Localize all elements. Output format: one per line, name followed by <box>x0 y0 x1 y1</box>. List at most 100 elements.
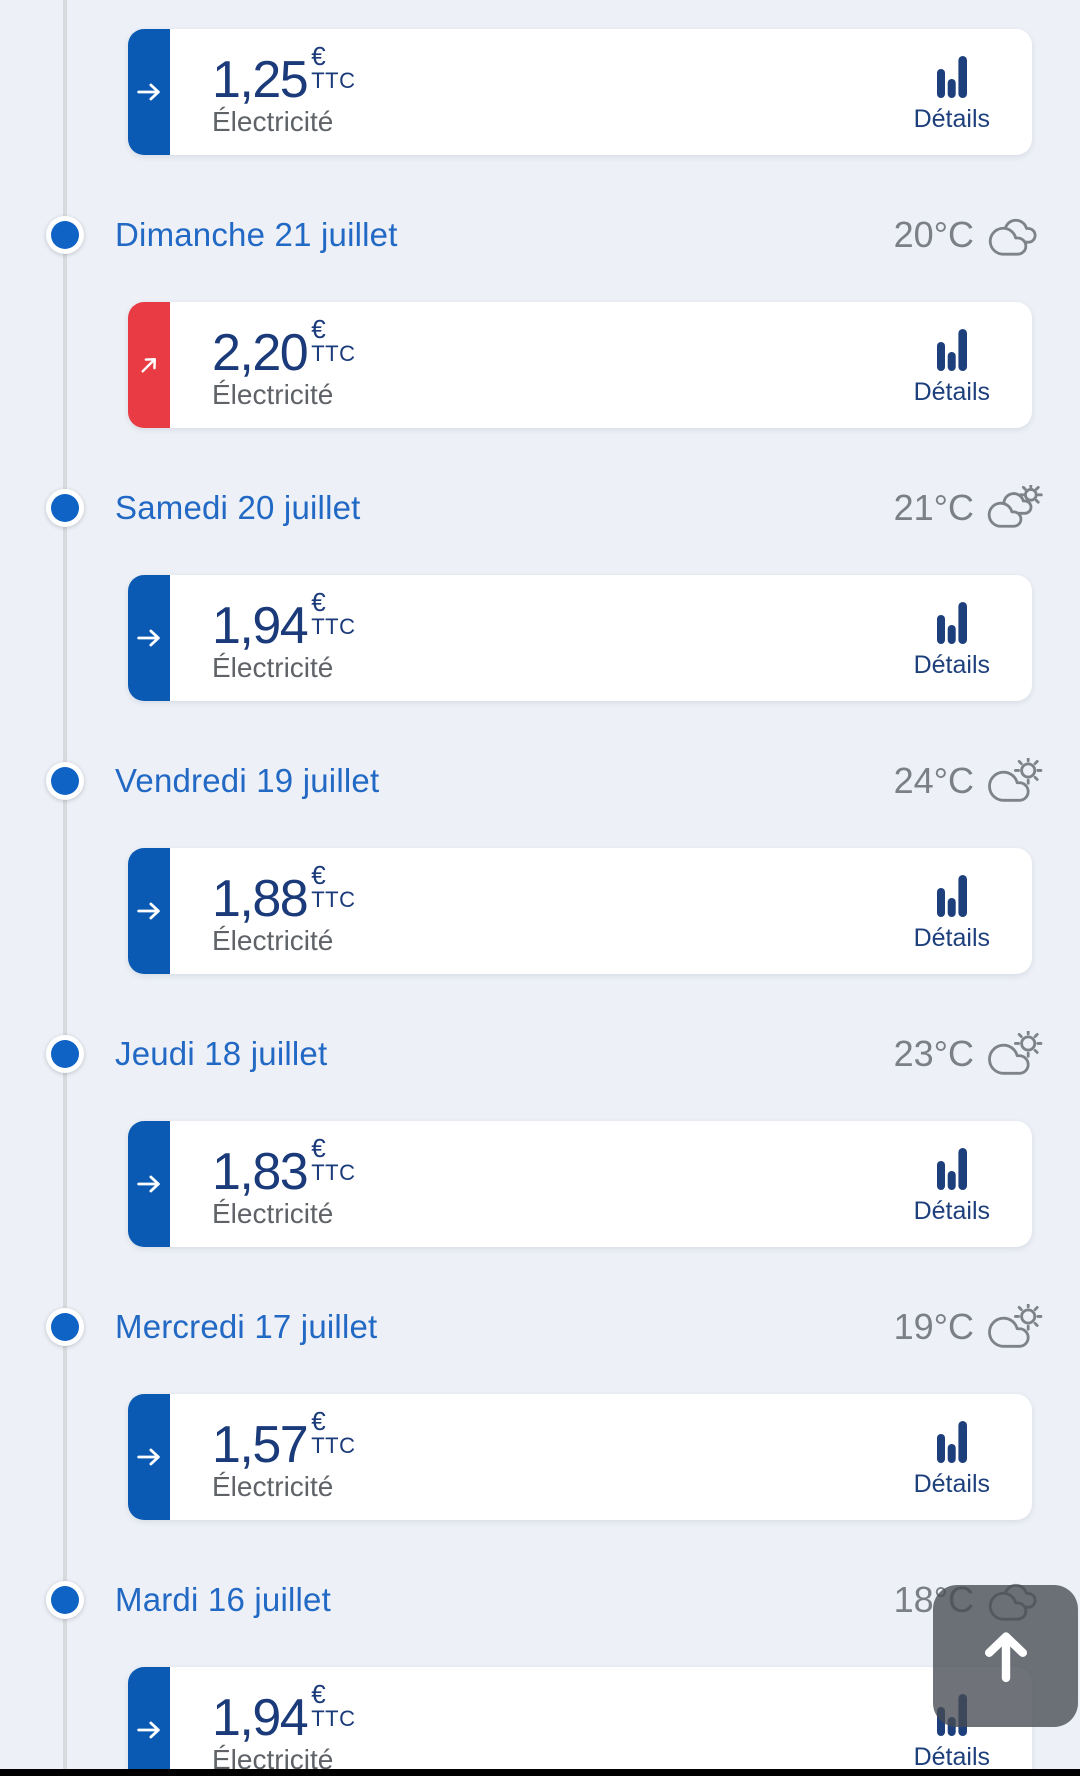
details-button[interactable]: Détails <box>914 875 990 953</box>
consumption-card[interactable]: 1,94 € TTC Électricité Détails <box>128 575 1032 701</box>
bar-chart-icon <box>937 875 967 917</box>
temperature-label: 24°C <box>893 760 974 801</box>
currency-label: € <box>311 587 326 617</box>
arrow-right-icon <box>134 1442 164 1472</box>
sun-behind-cloud-icon <box>986 1304 1044 1350</box>
details-button[interactable]: Détails <box>914 1421 990 1499</box>
arrow-right-icon <box>134 77 164 107</box>
energy-type-label: Électricité <box>212 1471 334 1502</box>
consumption-card[interactable]: 1,88 € TTC Électricité Détails <box>128 848 1032 974</box>
day-title: Mercredi 17 juillet <box>115 1308 378 1345</box>
day-group: Mercredi 17 juillet 19°C 1,57 € <box>0 1303 1080 1520</box>
scroll-to-top-button[interactable] <box>933 1585 1078 1727</box>
price-group: 2,20 € TTC Électricité <box>212 316 356 410</box>
details-button[interactable]: Détails <box>914 1694 990 1772</box>
price-value: 2,20 <box>212 324 309 382</box>
day-group: Dimanche 21 juillet 20°C 2,20 € <box>0 211 1080 428</box>
consumption-card[interactable]: 1,25 € TTC Électricité Détails <box>128 29 1032 155</box>
bottom-system-bar <box>0 1769 1080 1776</box>
energy-type-label: Électricité <box>212 1198 334 1229</box>
weather-summary: 19°C <box>894 1304 1044 1350</box>
details-button[interactable]: Détails <box>914 602 990 680</box>
weather-summary: 21°C <box>894 485 1044 531</box>
trend-steady-icon <box>128 848 170 974</box>
bar-chart-icon <box>937 329 967 371</box>
tax-label: TTC <box>311 1160 356 1185</box>
card-body: 1,94 € TTC Électricité Détails <box>170 575 1032 701</box>
day-title: Samedi 20 juillet <box>115 489 361 526</box>
timeline-dot <box>46 1581 84 1619</box>
day-title: Dimanche 21 juillet <box>115 216 398 253</box>
trend-steady-icon <box>128 1121 170 1247</box>
day-group: Vendredi 19 juillet 24°C 1,88 € <box>0 757 1080 974</box>
trend-up-icon <box>128 302 170 428</box>
weather-summary: 23°C <box>894 1031 1044 1077</box>
tax-label: TTC <box>311 614 356 639</box>
weather-summary: 20°C <box>894 212 1044 258</box>
bar-chart-icon <box>937 1421 967 1463</box>
day-header: Vendredi 19 juillet 24°C <box>46 757 1044 805</box>
arrow-up-icon <box>975 1625 1037 1687</box>
tax-label: TTC <box>311 1433 356 1458</box>
timeline-dot <box>46 762 84 800</box>
price-value: 1,57 <box>212 1416 309 1474</box>
sun-behind-cloud-icon <box>986 758 1044 804</box>
card-body: 1,25 € TTC Électricité Détails <box>170 29 1032 155</box>
energy-type-label: Électricité <box>212 106 334 137</box>
energy-type-label: Électricité <box>212 925 334 956</box>
bar-chart-icon <box>937 602 967 644</box>
tax-label: TTC <box>311 341 356 366</box>
details-button[interactable]: Détails <box>914 1148 990 1226</box>
tax-label: TTC <box>311 1706 356 1731</box>
daily-consumption-feed: 1,25 € TTC Électricité Détails <box>0 29 1080 1776</box>
consumption-card[interactable]: 2,20 € TTC Électricité Détails <box>128 302 1032 428</box>
consumption-card[interactable]: 1,83 € TTC Électricité Détails <box>128 1121 1032 1247</box>
trend-steady-icon <box>128 29 170 155</box>
timeline-line <box>63 0 67 1769</box>
currency-label: € <box>311 41 326 71</box>
cloudy-icon <box>986 212 1044 258</box>
details-button[interactable]: Détails <box>914 329 990 407</box>
temperature-label: 19°C <box>893 1306 974 1347</box>
temperature-label: 21°C <box>893 487 974 528</box>
sun-behind-clouds-icon <box>986 485 1044 531</box>
tax-label: TTC <box>311 887 356 912</box>
price-value: 1,88 <box>212 870 309 928</box>
price-group: 1,88 € TTC Électricité <box>212 862 356 956</box>
consumption-card[interactable]: 1,94 € TTC Électricité Détails <box>128 1667 1032 1776</box>
day-group: Jeudi 18 juillet 23°C 1,83 € <box>0 1030 1080 1247</box>
details-label: Détails <box>913 1743 990 1771</box>
weather-summary: 24°C <box>894 758 1044 804</box>
card-body: 1,88 € TTC Électricité Détails <box>170 848 1032 974</box>
day-group: 1,25 € TTC Électricité Détails <box>0 29 1080 155</box>
arrow-right-icon <box>134 623 164 653</box>
card-body: 1,94 € TTC Électricité Détails <box>170 1667 1032 1776</box>
bar-chart-icon <box>937 56 967 98</box>
details-label: Détails <box>913 105 990 133</box>
arrow-up-right-icon <box>136 352 162 378</box>
price-group: 1,83 € TTC Électricité <box>212 1135 356 1229</box>
arrow-right-icon <box>134 1715 164 1745</box>
currency-label: € <box>311 1406 326 1436</box>
consumption-card[interactable]: 1,57 € TTC Électricité Détails <box>128 1394 1032 1520</box>
price-value: 1,94 <box>212 1689 309 1747</box>
timeline-dot <box>46 1035 84 1073</box>
currency-label: € <box>311 1133 326 1163</box>
temperature-label: 20°C <box>893 214 974 255</box>
day-group: Samedi 20 juillet 21°C 1,94 € <box>0 484 1080 701</box>
day-header: Samedi 20 juillet 21°C <box>46 484 1044 532</box>
price-value: 1,94 <box>212 597 309 655</box>
day-title: Mardi 16 juillet <box>115 1581 331 1618</box>
details-label: Détails <box>913 1470 990 1498</box>
price-group: 1,57 € TTC Électricité <box>212 1408 356 1502</box>
trend-steady-icon <box>128 1667 170 1776</box>
card-body: 1,57 € TTC Électricité Détails <box>170 1394 1032 1520</box>
timeline-dot <box>46 216 84 254</box>
price-group: 1,25 € TTC Électricité <box>212 43 355 137</box>
currency-label: € <box>311 314 326 344</box>
details-button[interactable]: Détails <box>914 56 990 134</box>
details-label: Détails <box>913 378 990 406</box>
energy-type-label: Électricité <box>212 652 334 683</box>
energy-type-label: Électricité <box>212 379 334 410</box>
